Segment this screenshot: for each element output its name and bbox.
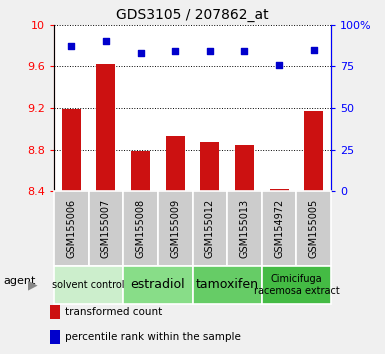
Point [103, 39, 109, 44]
Point [241, 48, 248, 54]
Bar [96, 64, 116, 191]
Bar [304, 111, 323, 191]
Text: tamoxifen: tamoxifen [196, 279, 259, 291]
Text: GSM155009: GSM155009 [170, 199, 180, 258]
Text: GSM155012: GSM155012 [205, 199, 215, 258]
Text: GSM155008: GSM155008 [136, 199, 146, 258]
Point [276, 62, 282, 68]
Point [172, 48, 178, 54]
Text: GSM155007: GSM155007 [101, 199, 111, 258]
Bar [270, 189, 289, 191]
Bar [235, 145, 254, 191]
Text: GSM155005: GSM155005 [309, 199, 319, 258]
Title: GDS3105 / 207862_at: GDS3105 / 207862_at [116, 8, 269, 22]
Bar [200, 142, 219, 191]
Bar [166, 136, 185, 191]
Point [68, 44, 74, 49]
Text: GSM154972: GSM154972 [274, 199, 284, 258]
Bar [62, 109, 81, 191]
Text: GSM155013: GSM155013 [239, 199, 249, 258]
Text: Cimicifuga
racemosa extract: Cimicifuga racemosa extract [254, 274, 339, 296]
Text: GSM155006: GSM155006 [66, 199, 76, 258]
Point [137, 50, 144, 56]
Text: estradiol: estradiol [131, 279, 185, 291]
Bar [131, 150, 150, 191]
Text: ▶: ▶ [28, 279, 38, 291]
Text: percentile rank within the sample: percentile rank within the sample [65, 332, 241, 342]
Text: transformed count: transformed count [65, 307, 163, 317]
Point [311, 47, 317, 52]
Point [207, 48, 213, 54]
Text: agent: agent [4, 276, 36, 286]
Text: solvent control: solvent control [52, 280, 125, 290]
